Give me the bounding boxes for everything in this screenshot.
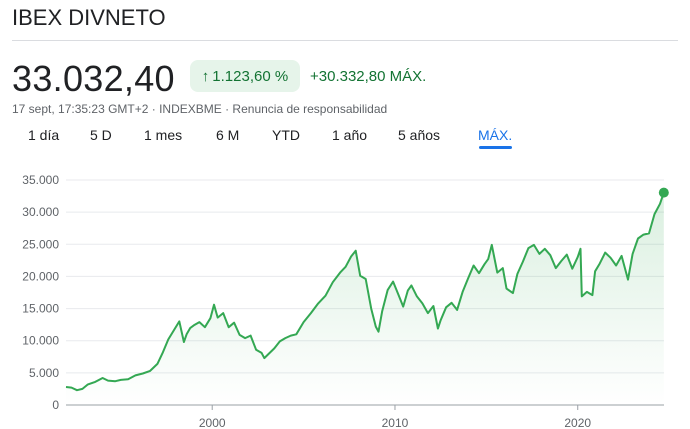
pct-change-badge: ↑ 1.123,60 % xyxy=(190,60,300,92)
tab-1-dia[interactable]: 1 día xyxy=(28,127,60,143)
y-tick-label: 10.000 xyxy=(22,334,59,348)
tab-6-m[interactable]: 6 M xyxy=(216,127,240,143)
series-line xyxy=(65,192,665,392)
arrow-up-icon: ↑ xyxy=(201,67,210,85)
y-axis: 0 5.000 10.000 15.000 20.000 25.000 30.000 35.0… xyxy=(22,173,59,412)
y-tick-label: 30.000 xyxy=(22,205,59,219)
abs-change: +30.332,80 MÁX. xyxy=(310,68,427,85)
active-tab-indicator xyxy=(479,146,512,149)
y-tick-label: 0 xyxy=(52,398,59,412)
pct-change-value: 1.123,60 % xyxy=(212,67,289,85)
tab-5-d[interactable]: 5 D xyxy=(90,127,112,143)
y-tick-label: 35.000 xyxy=(22,173,59,187)
tab-5-anos[interactable]: 5 años xyxy=(398,127,441,143)
y-tick-label: 25.000 xyxy=(22,237,59,251)
price-chart[interactable]: 0 5.000 10.000 15.000 20.000 25.000 30.000 35.0… xyxy=(0,165,690,429)
tab-max[interactable]: MÁX. xyxy=(478,127,513,143)
x-tick-label: 2010 xyxy=(382,416,409,429)
y-tick-label: 20.000 xyxy=(22,269,59,283)
y-tick-label: 15.000 xyxy=(22,302,59,316)
x-tick-label: 2000 xyxy=(199,416,226,429)
series-area xyxy=(66,192,664,405)
current-price: 33.032,40 xyxy=(12,58,175,99)
last-price-marker xyxy=(658,187,669,198)
tab-1-ano[interactable]: 1 año xyxy=(332,127,368,143)
x-tick-label: 2020 xyxy=(564,416,591,429)
header-divider xyxy=(12,40,678,41)
tab-1-mes[interactable]: 1 mes xyxy=(144,127,183,143)
x-axis: 2000 2010 2020 xyxy=(199,405,591,429)
index-title: IBEX DIVNETO xyxy=(12,5,166,30)
tab-ytd[interactable]: YTD xyxy=(272,127,300,143)
quote-meta: 17 sept, 17:35:23 GMT+2 · INDEXBME · Ren… xyxy=(12,102,388,116)
y-tick-label: 5.000 xyxy=(29,366,59,380)
